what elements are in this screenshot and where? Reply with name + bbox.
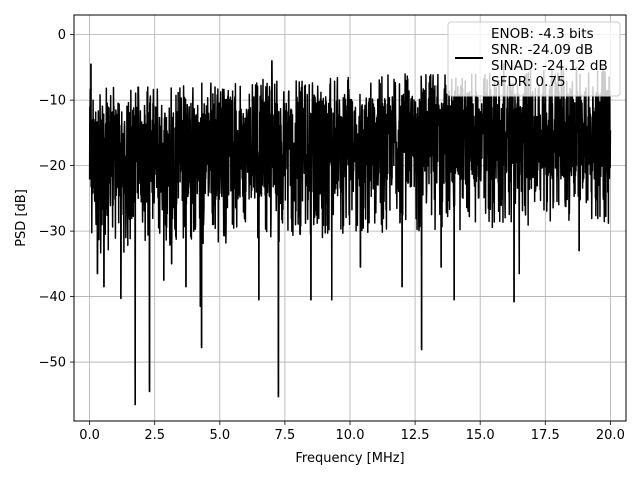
x-tick-label: 7.5	[275, 428, 296, 443]
x-tick-label: 5.0	[209, 428, 230, 443]
x-tick-label: 15.0	[466, 428, 495, 443]
y-tick-label: −50	[39, 356, 66, 371]
x-tick-label: 2.5	[144, 428, 165, 443]
legend-snr: SNR: -24.09 dB	[491, 42, 593, 58]
x-tick-label: 17.5	[531, 428, 560, 443]
y-tick-label: −10	[39, 94, 66, 109]
legend: ENOB: -4.3 bits SNR: -24.09 dB SINAD: -2…	[447, 21, 621, 97]
legend-sfdr: SFDR: 0.75	[491, 74, 566, 90]
x-tick-label: 0.0	[79, 428, 100, 443]
axis-ticks: 0.0 2.5 5.0 7.5 10.0 12.5 15.0 17.5 20.0 0 −10 −20 −…	[39, 28, 625, 443]
legend-sinad: SINAD: -24.12 dB	[491, 58, 608, 74]
x-tick-label: 12.5	[401, 428, 430, 443]
y-axis-label: PSD [dB]	[14, 189, 29, 247]
y-tick-label: −40	[39, 290, 66, 305]
x-tick-label: 10.0	[336, 428, 365, 443]
y-tick-label: −30	[39, 225, 66, 240]
x-axis-label: Frequency [MHz]	[295, 451, 404, 466]
y-tick-label: −20	[39, 159, 66, 174]
x-tick-label: 20.0	[596, 428, 625, 443]
legend-box	[447, 21, 621, 97]
y-tick-label: 0	[58, 28, 66, 43]
legend-enob: ENOB: -4.3 bits	[491, 26, 594, 42]
